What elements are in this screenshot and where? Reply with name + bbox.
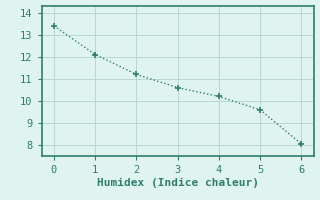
X-axis label: Humidex (Indice chaleur): Humidex (Indice chaleur) [97,178,259,188]
